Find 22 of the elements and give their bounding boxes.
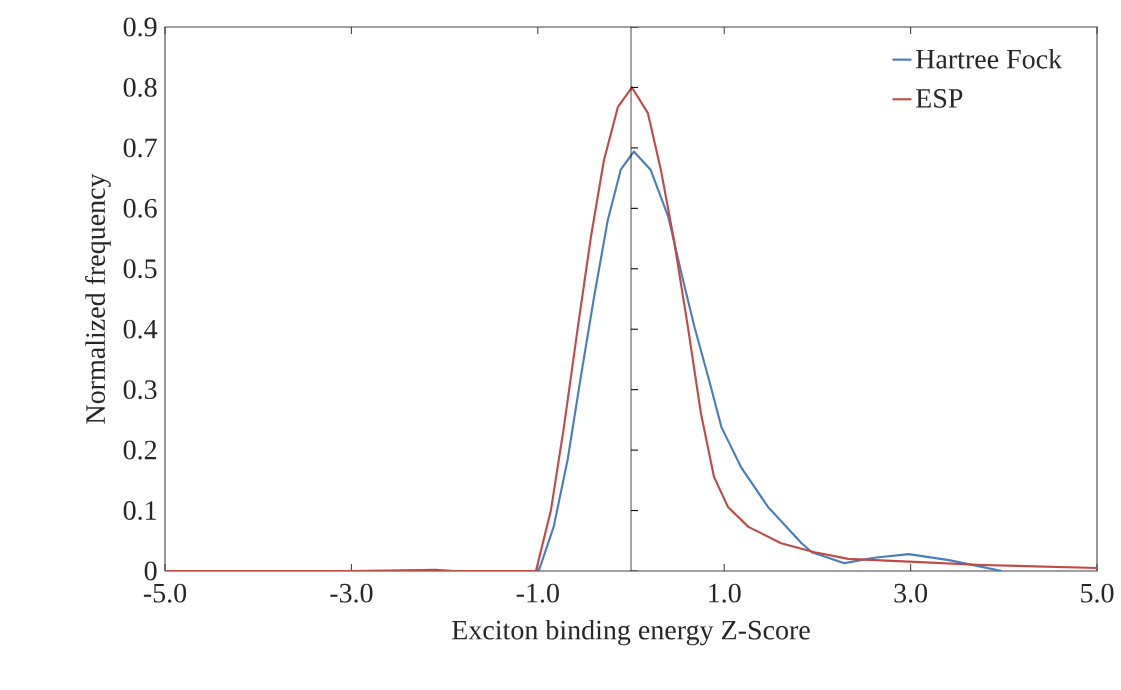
y-tick-label: 0.1 xyxy=(123,501,156,521)
x-tick-label: -5.0 xyxy=(143,583,187,603)
y-tick-label: 0.6 xyxy=(123,198,157,218)
y-tick-label: 0.9 xyxy=(123,17,157,37)
x-tick-label: 5.0 xyxy=(1081,583,1114,603)
x-tick-label: -1.0 xyxy=(516,583,559,603)
line-series xyxy=(537,150,1004,571)
y-axis-title: Normalized frequency xyxy=(85,173,111,424)
y-tick-label: 0.5 xyxy=(123,259,157,279)
y-tick-label: 0.2 xyxy=(123,440,157,460)
y-tick-label: 0 xyxy=(144,561,157,581)
line-series xyxy=(165,86,1098,571)
y-tick-label: 0.8 xyxy=(123,77,157,97)
x-tick-label: 3.0 xyxy=(894,583,928,603)
x-tick-label: 1.0 xyxy=(709,583,741,603)
legend-label: ESP xyxy=(916,89,963,108)
y-tick-label: 0.4 xyxy=(123,319,158,339)
y-tick-label: 0.3 xyxy=(123,380,157,400)
y-tick-label: 0.7 xyxy=(123,138,157,158)
legend-label: Hartree Fock xyxy=(916,48,1063,69)
x-axis-title: Exciton binding energy Z-Score xyxy=(452,619,810,646)
x-tick-label: -3.0 xyxy=(330,583,373,603)
